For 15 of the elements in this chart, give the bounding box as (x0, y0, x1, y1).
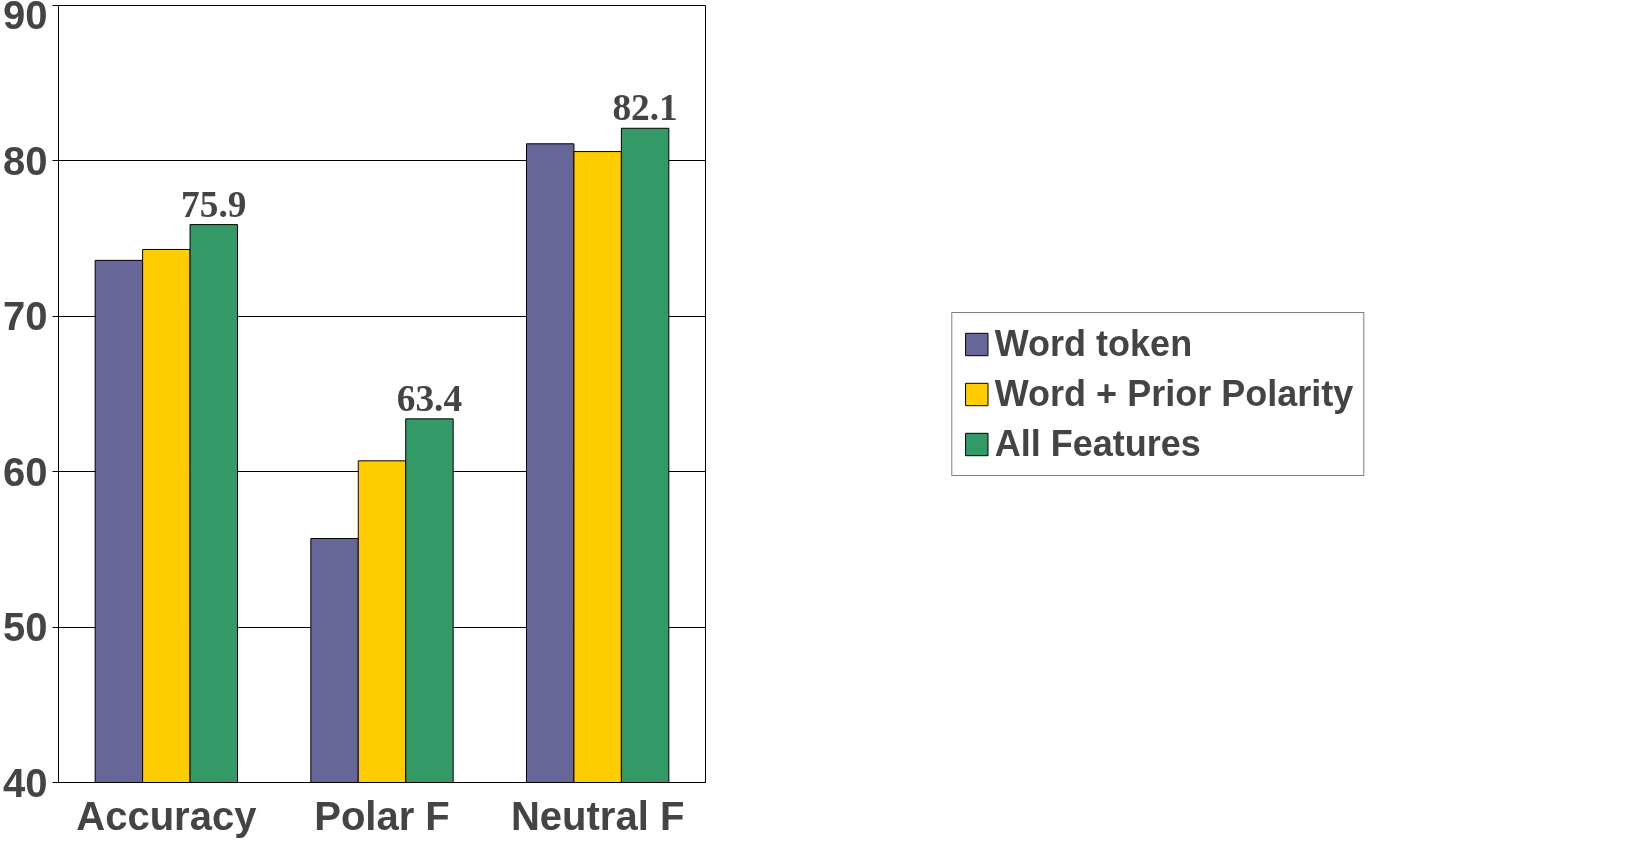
y-tick-label: 80 (3, 138, 48, 183)
legend-label: Word token (994, 322, 1193, 365)
y-tick-label: 40 (3, 760, 48, 805)
legend-label: All Features (994, 422, 1201, 465)
y-tick-label: 90 (3, 0, 48, 37)
data-label: 75.9 (181, 183, 247, 225)
y-tick-label: 70 (3, 294, 48, 339)
y-tick-label: 50 (3, 605, 48, 650)
data-label: 63.4 (396, 377, 463, 419)
y-tick-label: 60 (3, 449, 48, 494)
x-tick-label: Neutral F (510, 793, 685, 838)
x-tick-label: Polar F (314, 793, 450, 838)
data-label: 82.1 (612, 87, 678, 129)
legend-label: Word + Prior Polarity (994, 372, 1354, 415)
x-tick-label: Accuracy (76, 793, 258, 838)
